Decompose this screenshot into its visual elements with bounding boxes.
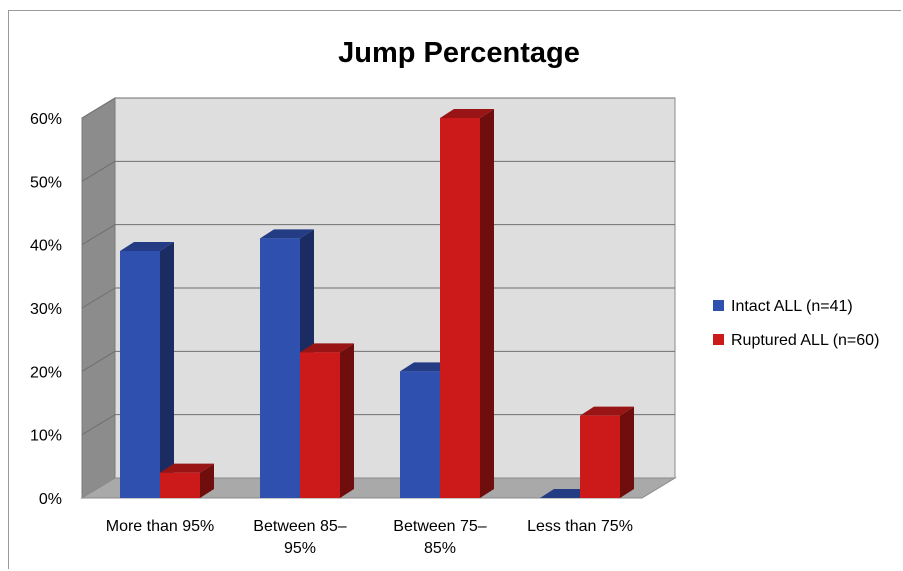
bar-front (300, 352, 340, 498)
bar-side (480, 109, 494, 498)
bar-front (260, 238, 300, 499)
bar-front (580, 415, 620, 498)
bar-side (200, 463, 214, 498)
x-category-label: Less than 75% (527, 518, 633, 535)
bar-top (300, 343, 354, 353)
y-tick-label: 20% (30, 364, 62, 381)
gridline-side (81, 224, 116, 246)
chart-title: Jump Percentage (338, 37, 580, 69)
gridline-side (81, 414, 116, 436)
legend: Intact ALL (n=41) Ruptured ALL (n=60) (713, 298, 879, 349)
legend-label: Ruptured ALL (n=60) (731, 332, 879, 349)
bar-side (160, 242, 174, 498)
x-category-label: Between 85– 95% (253, 518, 347, 557)
bar (160, 463, 214, 498)
x-category-label: More than 95% (106, 518, 215, 535)
y-tick-label: 30% (30, 301, 62, 318)
y-tick-label: 10% (30, 428, 62, 445)
bar-front (160, 472, 200, 498)
legend-swatch (713, 300, 724, 311)
x-category-label: Between 75– 85% (393, 518, 487, 557)
y-tick-label: 60% (30, 111, 62, 128)
bar-front (400, 371, 440, 498)
bar-front (120, 251, 160, 498)
bar-top (580, 406, 634, 416)
x-axis-category-labels: More than 95% Between 85– 95% Between 75– 85… (106, 518, 633, 557)
y-tick-label: 50% (30, 174, 62, 191)
bar-top (160, 463, 214, 473)
bar (440, 109, 494, 498)
y-axis-tick-labels: 0% 10% 20% 30% 40% 50% 60% (30, 111, 62, 508)
bar-top (260, 229, 314, 239)
gridline-side (81, 350, 116, 372)
legend-label: Intact ALL (n=41) (731, 298, 853, 315)
bar-side (340, 343, 354, 498)
bar (120, 242, 174, 498)
bar (300, 343, 354, 498)
bars (120, 109, 634, 499)
gridline-side (81, 97, 116, 119)
gridline-side (81, 287, 116, 309)
legend-swatch (713, 334, 724, 345)
y-tick-label: 0% (39, 491, 62, 508)
gridline-side (81, 160, 116, 182)
y-tick-label: 40% (30, 238, 62, 255)
bar-top (440, 109, 494, 118)
bar-top (120, 242, 174, 251)
gridlines (81, 97, 675, 436)
bar (580, 406, 634, 498)
bar-side (620, 406, 634, 498)
chart-frame (8, 10, 901, 569)
bar-front (440, 118, 480, 498)
